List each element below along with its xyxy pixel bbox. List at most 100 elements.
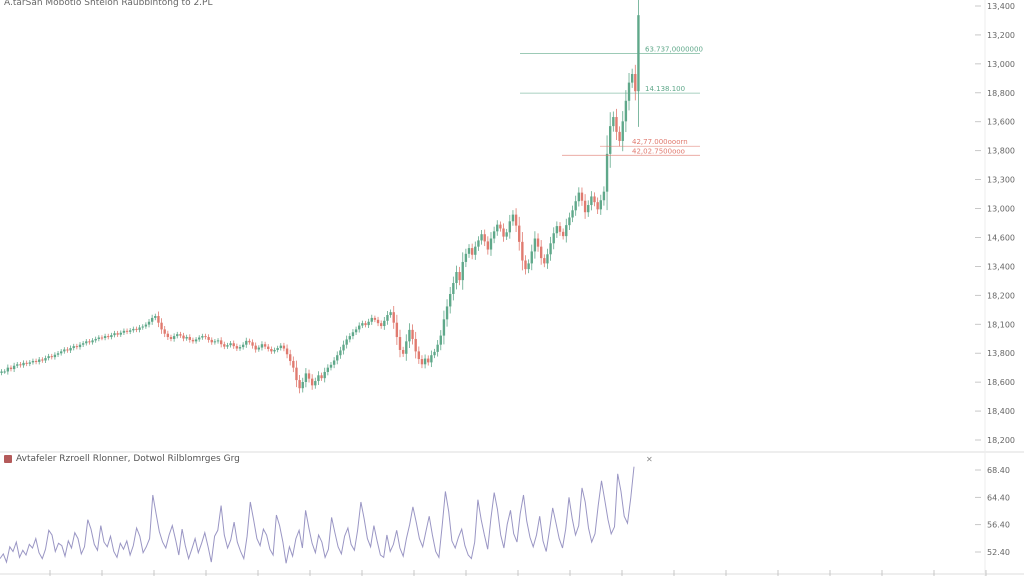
candle-body [590, 196, 593, 206]
candle-body [508, 221, 511, 233]
candle-body [16, 364, 19, 366]
candle-body [72, 346, 75, 349]
candle-body [260, 344, 264, 348]
candle-body [342, 344, 345, 351]
candle-body [320, 375, 323, 379]
candle-body [420, 359, 424, 365]
candle-body [408, 329, 411, 342]
candle-body [6, 367, 10, 372]
candle-body [605, 153, 609, 192]
candle-body [577, 192, 581, 202]
price-annotations: 63.737,0000000 14.138.100 42,77.000ooorn42… [520, 45, 703, 156]
candle-body [323, 371, 326, 379]
candle-body [467, 248, 471, 254]
candle-body [248, 340, 251, 343]
candle-body [3, 371, 6, 373]
candle-body [157, 316, 160, 323]
candle-body [496, 224, 499, 232]
price-tick-label: 13,600 [987, 118, 1015, 127]
candle-body [185, 337, 188, 339]
candle-body [599, 200, 602, 210]
candle-body [392, 312, 395, 323]
candle-body [251, 342, 254, 346]
candle-body [411, 329, 414, 339]
candle-body [219, 340, 223, 345]
candle-body [270, 349, 273, 352]
candle-body [88, 341, 91, 343]
candle-body [179, 334, 182, 336]
candle-body [295, 367, 298, 381]
candle-body [505, 232, 508, 237]
candle-body [182, 335, 185, 339]
candle-body [370, 317, 373, 322]
price-tick-label: 13,800 [987, 349, 1015, 358]
candle-body [169, 337, 173, 339]
indicator-tick-label: 52.40 [987, 548, 1010, 557]
candle-body [53, 354, 57, 358]
candle-body [254, 345, 257, 350]
level-label: 42,77.000ooorn [632, 138, 688, 146]
candle-body [442, 319, 446, 336]
candle-body [78, 344, 82, 348]
candle-body [461, 261, 464, 281]
candle-body [543, 258, 546, 264]
candle-body [100, 337, 104, 339]
candle-body [241, 344, 245, 348]
candle-body [609, 126, 612, 154]
candle-body [486, 241, 490, 250]
candle-body [464, 253, 468, 262]
candle-body [213, 341, 217, 343]
candle-body [489, 238, 493, 250]
candle-body [257, 347, 261, 350]
level-label: 63.737,0000000 [645, 45, 703, 53]
candle-body [502, 228, 505, 237]
candle-body [452, 283, 455, 294]
candle-body [439, 335, 442, 345]
candle-body [339, 350, 342, 356]
candle-body [141, 326, 144, 328]
indicator-legend: Avtafeler Rzroell Rlonner, Dotwol Rilblo… [4, 454, 240, 464]
candle-body [326, 367, 330, 372]
candle-body [267, 346, 270, 349]
candle-body [401, 349, 405, 354]
candle-body [229, 343, 232, 346]
candle-body [612, 117, 615, 127]
candle-body [97, 337, 101, 339]
candle-body [166, 333, 170, 338]
candle-body [449, 294, 452, 307]
candle-body [160, 322, 163, 330]
level-label: 14.138.100 [645, 85, 685, 93]
candle-body [602, 191, 606, 201]
indicator-swatch-icon [4, 455, 12, 463]
close-icon[interactable]: ✕ [646, 455, 653, 464]
candle-body [458, 272, 461, 281]
indicator-axis: 68.40 64.40 56.40 52.40 [975, 466, 1010, 557]
candle-body [279, 345, 282, 349]
candle-body [634, 74, 637, 92]
candle-body [492, 231, 496, 239]
candle-body [147, 321, 151, 325]
candle-body [245, 340, 248, 345]
candle-body [552, 233, 555, 244]
candle-body [518, 225, 521, 242]
candle-body [110, 335, 113, 338]
candle-body [470, 248, 474, 255]
indicator-tick-label: 64.40 [987, 493, 1010, 502]
indicator-tick-label: 68.40 [987, 466, 1010, 475]
candle-body [50, 356, 53, 358]
candle-body [66, 349, 69, 351]
candle-body [163, 329, 166, 334]
candle-body [307, 373, 311, 379]
candle-body [361, 323, 364, 326]
indicator-label: Avtafeler Rzroell Rlonner, Dotwol Rilblo… [16, 454, 240, 464]
candle-body [332, 360, 336, 365]
candle-body [521, 241, 524, 261]
candle-body [41, 359, 44, 361]
candle-body [351, 332, 355, 337]
candle-body [119, 332, 122, 335]
candle-body [285, 348, 289, 355]
candle-body [445, 306, 449, 320]
candle-body [433, 351, 436, 356]
candle-body [386, 315, 389, 321]
